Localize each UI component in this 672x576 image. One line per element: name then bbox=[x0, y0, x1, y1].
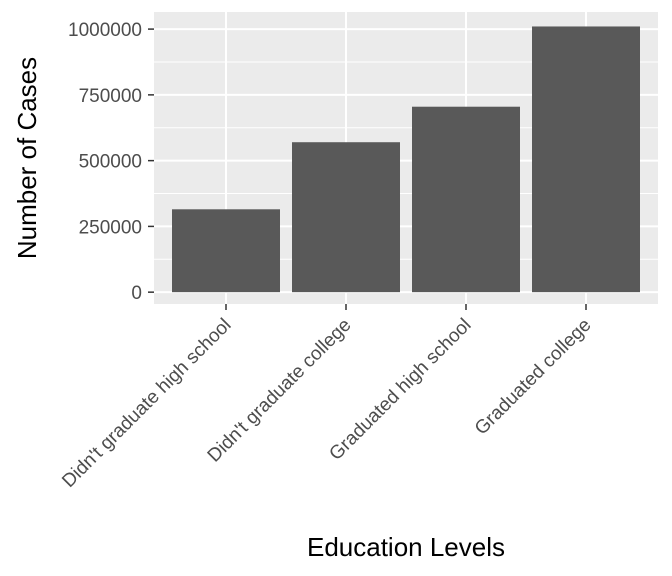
y-axis: 0 250000 500000 750000 1000000 bbox=[68, 20, 154, 304]
y-tick-label: 250000 bbox=[79, 217, 142, 238]
bar bbox=[412, 106, 520, 293]
y-tick-label: 750000 bbox=[79, 86, 142, 107]
x-tick-label: Graduated college bbox=[471, 315, 596, 440]
bar bbox=[532, 26, 640, 293]
x-tick-label: Didn't graduate high school bbox=[58, 315, 235, 492]
y-axis-title: Number of Cases bbox=[12, 57, 42, 259]
y-tick-label: 500000 bbox=[79, 152, 142, 173]
bar bbox=[292, 142, 400, 293]
x-tick-label: Graduated high school bbox=[325, 315, 475, 465]
y-tick-label: 0 bbox=[131, 283, 142, 304]
bar bbox=[172, 209, 280, 293]
bars bbox=[172, 26, 640, 293]
x-axis-title: Education Levels bbox=[307, 532, 505, 562]
y-tick-label: 1000000 bbox=[68, 20, 142, 41]
